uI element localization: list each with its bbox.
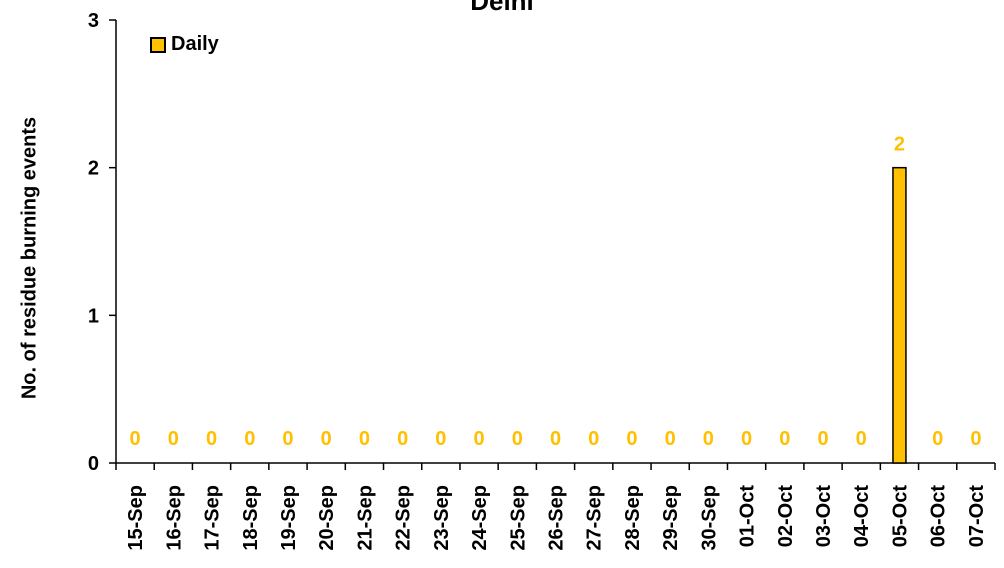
data-label: 0 — [321, 428, 332, 450]
legend-label-daily: Daily — [171, 33, 219, 55]
x-tick-label: 15-Sep — [125, 485, 147, 551]
x-tick-label: 02-Oct — [775, 485, 797, 548]
x-tick-label: 26-Sep — [546, 485, 568, 551]
y-tick-label: 1 — [88, 305, 99, 327]
x-tick-label: 07-Oct — [966, 485, 988, 548]
bar — [892, 166, 907, 464]
chart-title: Delhi — [470, 0, 534, 16]
data-label: 0 — [856, 428, 867, 450]
x-tick-label: 04-Oct — [851, 485, 873, 548]
x-tick-label: 17-Sep — [202, 485, 224, 551]
data-label: 0 — [970, 428, 981, 450]
y-tick-label: 2 — [88, 158, 99, 180]
x-tick-label: 30-Sep — [698, 485, 720, 551]
data-label: 0 — [397, 428, 408, 450]
data-label: 0 — [741, 428, 752, 450]
data-label: 0 — [817, 428, 828, 450]
y-tick-label: 3 — [88, 10, 99, 32]
data-label: 0 — [512, 428, 523, 450]
x-tick-label: 28-Sep — [622, 485, 644, 551]
x-tick-label: 29-Sep — [660, 485, 682, 551]
x-tick-label: 23-Sep — [431, 485, 453, 551]
data-label: 0 — [130, 428, 141, 450]
x-tick-label: 24-Sep — [469, 485, 491, 551]
legend: Daily — [150, 33, 219, 56]
x-tick-label: 06-Oct — [928, 485, 950, 548]
x-tick-label: 19-Sep — [278, 485, 300, 551]
data-label: 2 — [894, 134, 905, 156]
legend-swatch-daily — [150, 36, 166, 53]
x-tick-label: 25-Sep — [507, 485, 529, 551]
y-tick-labels: 0 1 2 3 — [88, 10, 99, 475]
data-label: 0 — [703, 428, 714, 450]
x-tick-label: 03-Oct — [813, 485, 835, 548]
data-label: 0 — [550, 428, 561, 450]
x-tick-label: 21-Sep — [354, 485, 376, 551]
x-tick-label: 20-Sep — [316, 485, 338, 551]
data-label: 0 — [244, 428, 255, 450]
data-label: 0 — [282, 428, 293, 450]
axes — [109, 19, 996, 470]
x-tick-label: 22-Sep — [393, 485, 415, 551]
x-tick-label: 05-Oct — [889, 485, 911, 548]
data-label: 0 — [359, 428, 370, 450]
x-tick-label: 01-Oct — [737, 485, 759, 548]
data-label: 0 — [206, 428, 217, 450]
x-tick-label: 16-Sep — [163, 485, 185, 551]
data-label: 0 — [665, 428, 676, 450]
data-label: 0 — [435, 428, 446, 450]
data-label: 0 — [588, 428, 599, 450]
bars — [892, 166, 907, 464]
x-tick-label: 27-Sep — [584, 485, 606, 551]
data-label: 0 — [168, 428, 179, 450]
data-label: 0 — [626, 428, 637, 450]
data-label: 0 — [779, 428, 790, 450]
x-tick-label: 18-Sep — [240, 485, 262, 551]
data-label: 0 — [474, 428, 485, 450]
x-tick-labels: 15-Sep 16-Sep 17-Sep 18-Sep 19-Sep 20-Sep 21-S… — [125, 485, 988, 551]
data-label: 0 — [932, 428, 943, 450]
y-tick-label: 0 — [88, 453, 99, 475]
data-labels: 0 0 0 0 0 0 0 0 0 0 0 0 0 0 0 0 0 0 0 0 2 0 0 — [130, 134, 982, 450]
